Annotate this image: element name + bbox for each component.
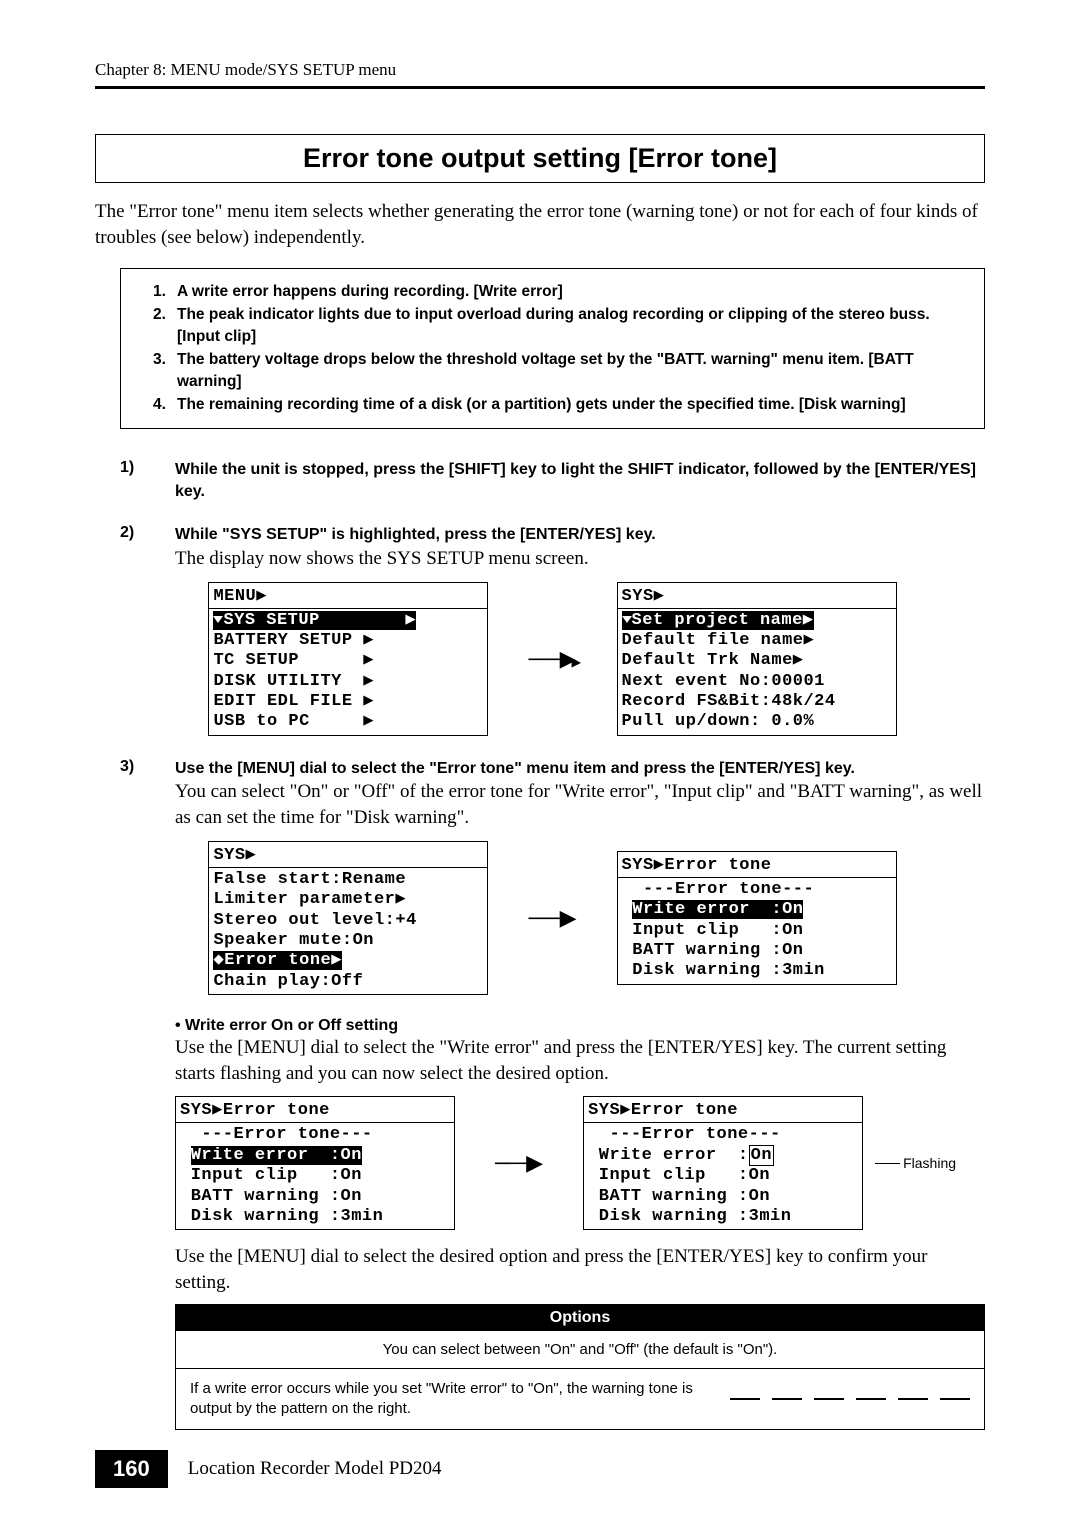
write-error-subsection: • Write error On or Off setting Use the … bbox=[175, 1017, 985, 1430]
lcd-title: SYS▶Error tone bbox=[176, 1097, 454, 1123]
step-2: 2) While "SYS SETUP" is highlighted, pre… bbox=[120, 524, 985, 736]
step-number: 1) bbox=[120, 459, 175, 477]
section-title: Error tone output setting [Error tone] bbox=[96, 143, 984, 174]
trouble-item: A write error happens during recording. … bbox=[153, 281, 968, 303]
step-3: 3) Use the [MENU] dial to select the "Er… bbox=[120, 758, 985, 995]
lcd-sys-screen: SYS▶ Set project name▶ Default file name… bbox=[617, 582, 897, 736]
bullet-heading: • Write error On or Off setting bbox=[175, 1017, 985, 1035]
lcd-row-3: SYS▶Error tone ---Error tone--- Write er… bbox=[175, 1096, 985, 1230]
subsection-text: Use the [MENU] dial to select the "Write… bbox=[175, 1035, 985, 1086]
callout-line bbox=[875, 1163, 900, 1164]
arrow-right-icon: ──▶ bbox=[528, 905, 576, 931]
chapter-header: Chapter 8: MENU mode/SYS SETUP menu bbox=[95, 60, 985, 80]
lcd-selected-row: SYS SETUP ▶ bbox=[213, 611, 416, 630]
dash-icon bbox=[814, 1398, 844, 1400]
lcd-body: ---Error tone--- Write error :On Input c… bbox=[584, 1123, 862, 1229]
dash-icon bbox=[940, 1398, 970, 1400]
dash-icon bbox=[856, 1398, 886, 1400]
lcd-row-1: MENU▶ SYS SETUP ▶ BATTERY SETUP ▶ TC SET… bbox=[120, 582, 985, 736]
lcd-title: MENU▶ bbox=[209, 583, 487, 609]
lcd-down-arrow-icon bbox=[213, 616, 223, 623]
trouble-list-box: A write error happens during recording. … bbox=[120, 268, 985, 429]
header-rule bbox=[95, 86, 985, 89]
trouble-item: The battery voltage drops below the thre… bbox=[153, 349, 968, 394]
step-number: 2) bbox=[120, 524, 175, 542]
lcd-body: ---Error tone--- Write error :On Input c… bbox=[618, 878, 896, 984]
lcd-selected-row: Set project name▶ bbox=[622, 611, 814, 630]
footer-text: Location Recorder Model PD204 bbox=[188, 1458, 442, 1480]
options-note-text: If a write error occurs while you set "W… bbox=[190, 1379, 710, 1420]
lcd-title: SYS▶Error tone bbox=[584, 1097, 862, 1123]
page-number-badge: 160 bbox=[95, 1450, 168, 1488]
lcd-flashing-value: On bbox=[749, 1145, 774, 1166]
step-heading: Use the [MENU] dial to select the "Error… bbox=[175, 758, 985, 780]
intro-paragraph: The "Error tone" menu item selects wheth… bbox=[95, 199, 985, 250]
lcd-error-tone-screen: SYS▶Error tone ---Error tone--- Write er… bbox=[617, 851, 897, 985]
section-title-box: Error tone output setting [Error tone] bbox=[95, 134, 985, 183]
lcd-down-arrow-icon bbox=[622, 616, 632, 623]
lcd-title: SYS▶ bbox=[618, 583, 896, 609]
arrow-in-icon: ▶ bbox=[572, 654, 582, 673]
lcd-body: False start:Rename Limiter parameter▶ St… bbox=[209, 868, 487, 994]
lcd-error-tone-before: SYS▶Error tone ---Error tone--- Write er… bbox=[175, 1096, 455, 1230]
step-heading: While the unit is stopped, press the [SH… bbox=[175, 459, 985, 502]
lcd-updown-arrow-icon: ◆ bbox=[213, 951, 224, 971]
lcd-row-2: SYS▶ False start:Rename Limiter paramete… bbox=[120, 841, 985, 995]
step-heading: While "SYS SETUP" is highlighted, press … bbox=[175, 524, 985, 546]
lcd-body: Set project name▶ Default file name▶ ▶De… bbox=[618, 609, 896, 735]
trouble-item: The peak indicator lights due to input o… bbox=[153, 304, 968, 349]
page-footer: 160 Location Recorder Model PD204 bbox=[95, 1450, 442, 1488]
lcd-title: SYS▶ bbox=[209, 842, 487, 868]
lcd-menu-screen: MENU▶ SYS SETUP ▶ BATTERY SETUP ▶ TC SET… bbox=[208, 582, 488, 736]
lcd-error-tone-flashing: SYS▶Error tone ---Error tone--- Write er… bbox=[583, 1096, 863, 1230]
options-row: You can select between "On" and "Off" (t… bbox=[176, 1331, 984, 1369]
flashing-label: Flashing bbox=[903, 1155, 956, 1171]
lcd-body: ---Error tone--- Write error :On Input c… bbox=[176, 1123, 454, 1229]
dash-icon bbox=[898, 1398, 928, 1400]
options-header: Options bbox=[176, 1305, 984, 1331]
step-number: 3) bbox=[120, 758, 175, 776]
warning-tone-pattern bbox=[730, 1398, 970, 1400]
trouble-item: The remaining recording time of a disk (… bbox=[153, 394, 968, 416]
dash-icon bbox=[730, 1398, 760, 1400]
options-row: If a write error occurs while you set "W… bbox=[176, 1369, 984, 1430]
lcd-body: SYS SETUP ▶ BATTERY SETUP ▶ TC SETUP ▶ D… bbox=[209, 609, 487, 735]
arrow-right-icon: ──▶ bbox=[495, 1150, 543, 1176]
lcd-sys-list-screen: SYS▶ False start:Rename Limiter paramete… bbox=[208, 841, 488, 995]
lcd-selected-row: Write error :On bbox=[632, 900, 803, 919]
step-description: You can select "On" or "Off" of the erro… bbox=[175, 779, 985, 830]
subsection-text-2: Use the [MENU] dial to select the desire… bbox=[175, 1244, 985, 1295]
lcd-selected-row: ◆Error tone▶ bbox=[213, 951, 342, 970]
step-1: 1) While the unit is stopped, press the … bbox=[120, 459, 985, 502]
options-table: Options You can select between "On" and … bbox=[175, 1304, 985, 1431]
lcd-selected-row: Write error :On bbox=[191, 1146, 362, 1165]
arrow-right-icon: ──▶ bbox=[528, 646, 576, 672]
dash-icon bbox=[772, 1398, 802, 1400]
lcd-title: SYS▶Error tone bbox=[618, 852, 896, 878]
step-description: The display now shows the SYS SETUP menu… bbox=[175, 546, 985, 572]
